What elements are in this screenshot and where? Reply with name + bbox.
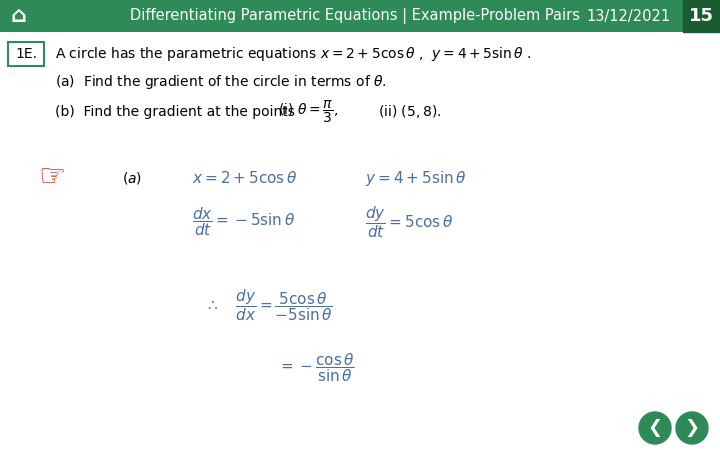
Text: 1E.: 1E. [15,47,37,61]
Circle shape [639,412,671,444]
Circle shape [676,412,708,444]
Text: $\dfrac{dx}{dt} = -5\sin\theta$: $\dfrac{dx}{dt} = -5\sin\theta$ [192,206,295,238]
Text: ☞: ☞ [38,163,66,193]
Text: 13/12/2021: 13/12/2021 [586,9,670,23]
Text: (i) $\theta = \dfrac{\pi}{3}$,: (i) $\theta = \dfrac{\pi}{3}$, [278,99,338,125]
Text: ⌂: ⌂ [10,6,26,26]
Text: $= -\dfrac{\cos\theta}{\sin\theta}$: $= -\dfrac{\cos\theta}{\sin\theta}$ [278,351,355,384]
Text: ❯: ❯ [685,419,700,437]
Text: 15: 15 [688,7,714,25]
Text: (ii) $(5, 8)$.: (ii) $(5, 8)$. [378,104,441,121]
Text: $(a)$: $(a)$ [122,170,142,186]
Text: $\dfrac{dy}{dt} = 5\cos\theta$: $\dfrac{dy}{dt} = 5\cos\theta$ [365,204,453,240]
Bar [0,0,720,32]
Bar [8,42,44,66]
Text: Differentiating Parametric Equations | Example-Problem Pairs: Differentiating Parametric Equations | E… [130,8,580,24]
Text: $x = 2 + 5\cos\theta$: $x = 2 + 5\cos\theta$ [192,170,297,186]
Bar [683,0,720,32]
Text: $y = 4 + 5\sin\theta$: $y = 4 + 5\sin\theta$ [365,168,467,188]
Text: $\therefore \quad \dfrac{dy}{dx} = \dfrac{5\cos\theta}{-5\sin\theta}$: $\therefore \quad \dfrac{dy}{dx} = \dfra… [205,287,333,323]
Text: ❮: ❮ [647,419,662,437]
Text: (b)  Find the gradient at the points: (b) Find the gradient at the points [55,105,295,119]
Text: (a)  Find the gradient of the circle in terms of $\theta$.: (a) Find the gradient of the circle in t… [55,73,387,91]
Text: A circle has the parametric equations $x = 2 + 5\cos\theta$ ,  $y = 4 + 5\sin\th: A circle has the parametric equations $x… [55,45,531,63]
